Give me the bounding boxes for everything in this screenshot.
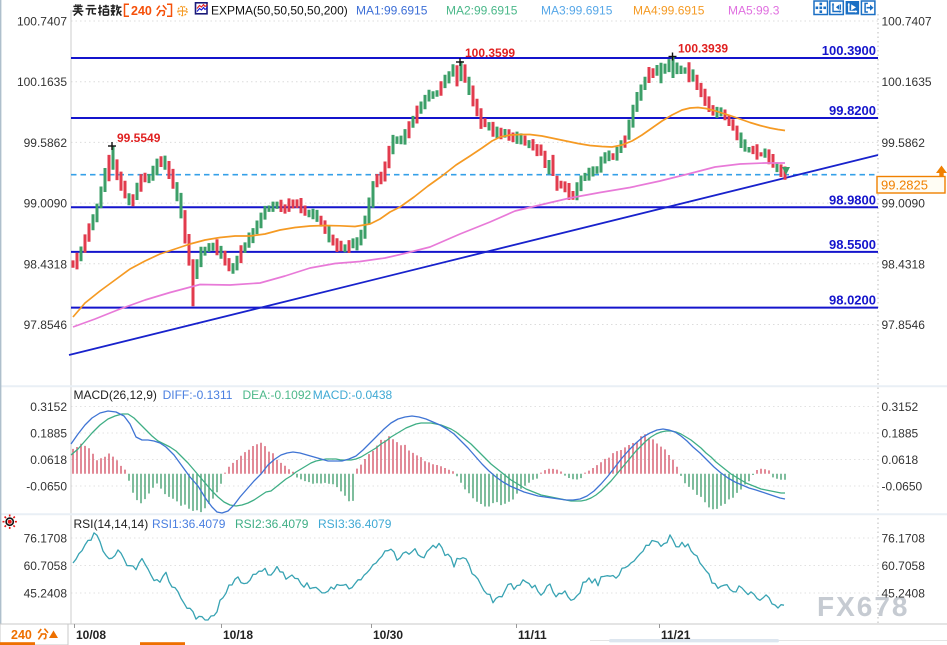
svg-text:DIFF:-0.1311: DIFF:-0.1311 — [163, 388, 233, 402]
svg-text:0.0618: 0.0618 — [882, 453, 919, 467]
svg-text:10/18: 10/18 — [223, 628, 253, 642]
svg-text:100.7407: 100.7407 — [17, 15, 67, 29]
svg-text:MACD:-0.0438: MACD:-0.0438 — [313, 388, 393, 402]
svg-text:99.0090: 99.0090 — [882, 197, 926, 211]
svg-text:MA3:99.6915: MA3:99.6915 — [541, 4, 613, 18]
svg-text:100.7407: 100.7407 — [882, 15, 932, 29]
svg-text:100.1635: 100.1635 — [17, 75, 67, 89]
svg-text:240: 240 — [11, 628, 32, 642]
svg-text:45.2408: 45.2408 — [24, 587, 68, 601]
svg-text:100.3900: 100.3900 — [822, 43, 876, 58]
svg-text:98.9800: 98.9800 — [829, 192, 876, 207]
svg-text:RSI1:36.4079: RSI1:36.4079 — [152, 517, 226, 531]
svg-text:97.8546: 97.8546 — [882, 318, 926, 332]
svg-text:60.7058: 60.7058 — [24, 559, 68, 573]
svg-text:99.5862: 99.5862 — [24, 136, 68, 150]
svg-text:-0.0650: -0.0650 — [26, 480, 67, 494]
svg-text:100.1635: 100.1635 — [882, 75, 932, 89]
svg-text:EXPMA(50,50,50,50,200): EXPMA(50,50,50,50,200) — [211, 4, 348, 18]
svg-text:RSI3:36.4079: RSI3:36.4079 — [318, 517, 392, 531]
svg-text:99.5549: 99.5549 — [117, 131, 161, 145]
svg-text:FX678: FX678 — [818, 592, 911, 623]
svg-text:97.8546: 97.8546 — [24, 318, 68, 332]
svg-text:98.4318: 98.4318 — [882, 257, 926, 271]
svg-text:10/08: 10/08 — [76, 628, 106, 642]
svg-text:11/21: 11/21 — [661, 628, 691, 642]
svg-text:0.0618: 0.0618 — [30, 453, 67, 467]
svg-text:100.3939: 100.3939 — [678, 42, 728, 56]
svg-text:76.1708: 76.1708 — [24, 532, 68, 546]
svg-text:98.0200: 98.0200 — [829, 293, 876, 308]
svg-text:99.2825: 99.2825 — [881, 178, 928, 193]
svg-text:45.2408: 45.2408 — [882, 587, 926, 601]
svg-text:99.8200: 99.8200 — [829, 103, 876, 118]
svg-text:60.7058: 60.7058 — [882, 559, 926, 573]
svg-text:10/30: 10/30 — [373, 628, 403, 642]
svg-text:100.3599: 100.3599 — [465, 46, 515, 60]
svg-text:MA1:99.6915: MA1:99.6915 — [356, 4, 428, 18]
svg-text:76.1708: 76.1708 — [882, 532, 926, 546]
svg-text:11/11: 11/11 — [518, 628, 547, 642]
svg-text:99.0090: 99.0090 — [24, 197, 68, 211]
svg-text:DEA:-0.1092: DEA:-0.1092 — [243, 388, 312, 402]
svg-text:99.5862: 99.5862 — [882, 136, 926, 150]
svg-text:0.1885: 0.1885 — [30, 427, 67, 441]
svg-text:RSI(14,14,14): RSI(14,14,14) — [74, 517, 149, 531]
svg-text:240: 240 — [131, 4, 152, 18]
svg-text:FX678: FX678 — [817, 591, 910, 622]
svg-text:MACD(26,12,9): MACD(26,12,9) — [74, 388, 157, 402]
svg-text:MA2:99.6915: MA2:99.6915 — [446, 4, 518, 18]
svg-text:MA4:99.6915: MA4:99.6915 — [633, 4, 705, 18]
svg-text:0.3152: 0.3152 — [882, 400, 919, 414]
svg-text:MA5:99.3: MA5:99.3 — [728, 4, 780, 18]
svg-text:98.5500: 98.5500 — [829, 237, 876, 252]
svg-text:0.1885: 0.1885 — [882, 427, 919, 441]
svg-text:RSI2:36.4079: RSI2:36.4079 — [235, 517, 309, 531]
svg-text:98.4318: 98.4318 — [24, 257, 68, 271]
svg-text:0.3152: 0.3152 — [30, 400, 67, 414]
svg-text:-0.0650: -0.0650 — [882, 480, 923, 494]
